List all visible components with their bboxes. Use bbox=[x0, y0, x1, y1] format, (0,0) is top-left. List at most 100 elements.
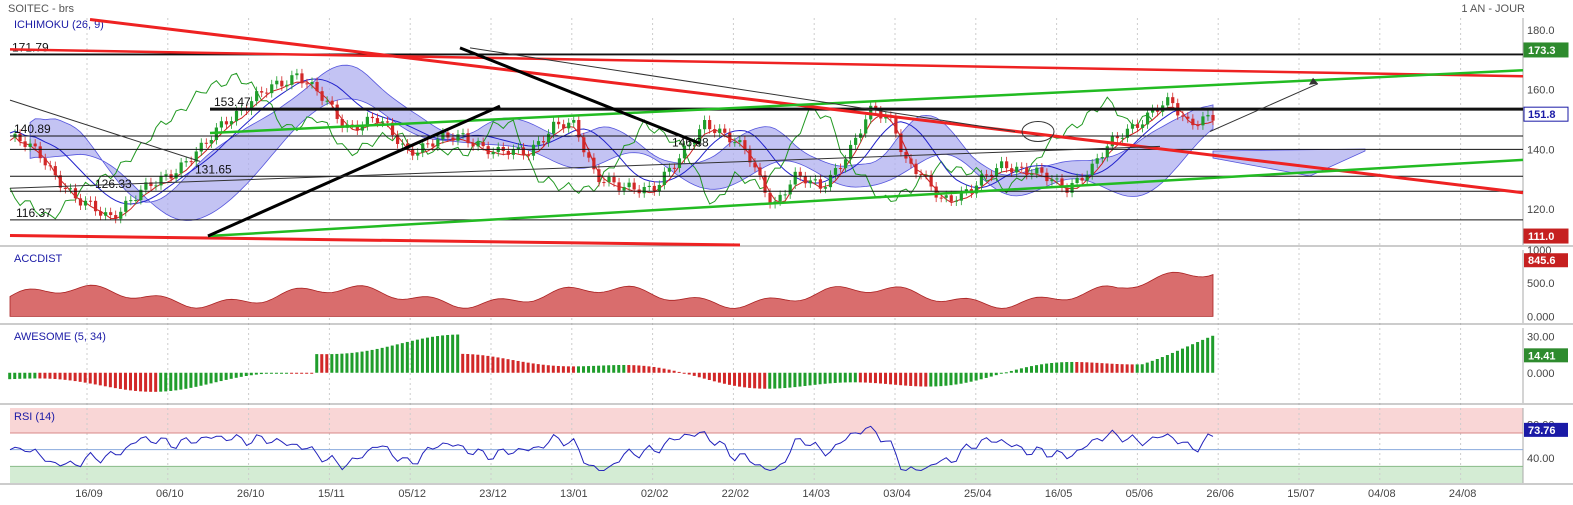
awesome-bar bbox=[224, 372, 228, 380]
awesome-bar bbox=[1065, 362, 1069, 373]
awesome-bar bbox=[410, 340, 414, 373]
awesome-bar bbox=[592, 365, 596, 373]
awesome-bar bbox=[1170, 352, 1174, 373]
candle-body bbox=[325, 100, 329, 102]
candle-body bbox=[838, 168, 843, 170]
awesome-bar bbox=[98, 372, 102, 386]
candle-body bbox=[1145, 112, 1150, 125]
trendline-thin-mid bbox=[469, 47, 1016, 132]
awesome-bar bbox=[722, 372, 726, 384]
candle-body bbox=[199, 142, 203, 152]
awesome-bar bbox=[179, 372, 183, 390]
candle-body bbox=[1140, 124, 1145, 128]
candle-body bbox=[315, 82, 319, 92]
candle-body bbox=[1206, 114, 1210, 117]
candle-body bbox=[914, 163, 918, 175]
awesome-bar bbox=[858, 372, 862, 383]
awesome-bar bbox=[209, 372, 213, 384]
candle-body bbox=[144, 182, 148, 190]
candle-body bbox=[602, 182, 606, 184]
candle-body bbox=[567, 122, 571, 129]
awesome-bar bbox=[1180, 348, 1184, 373]
candle-body bbox=[456, 134, 460, 141]
candle-body bbox=[93, 200, 98, 212]
candle-body bbox=[597, 169, 601, 183]
candle-body bbox=[657, 184, 661, 192]
x-tick-label: 02/02 bbox=[641, 488, 669, 500]
awesome-bar bbox=[652, 366, 656, 373]
awesome-bar bbox=[88, 372, 92, 384]
awesome-bar bbox=[612, 365, 616, 373]
awesome-bar bbox=[894, 372, 898, 385]
awesome-bar bbox=[441, 335, 445, 373]
awesome-bar bbox=[929, 372, 933, 387]
candle-body bbox=[139, 189, 143, 201]
awesome-bar bbox=[637, 365, 641, 373]
awesome-bar bbox=[1055, 362, 1059, 373]
candle-body bbox=[798, 171, 802, 177]
x-tick-label: 16/09 bbox=[75, 488, 103, 500]
trendline-thin-long bbox=[9, 145, 1161, 189]
period-selector[interactable]: 1 AN - JOUR bbox=[1461, 3, 1525, 15]
candle-body bbox=[1110, 136, 1114, 147]
awesome-bar bbox=[400, 343, 404, 373]
candle-body bbox=[320, 91, 324, 101]
candle-body bbox=[979, 174, 984, 186]
candle-body bbox=[808, 180, 812, 184]
candle-body bbox=[1025, 167, 1029, 175]
candle-body bbox=[818, 179, 822, 189]
candle-body bbox=[984, 174, 989, 176]
candle-body bbox=[738, 140, 742, 143]
awesome-bar bbox=[365, 350, 369, 373]
candle-body bbox=[280, 80, 284, 87]
awesome-bar bbox=[632, 365, 636, 373]
awesome-bar bbox=[290, 372, 294, 374]
awesome-bar bbox=[1130, 364, 1134, 373]
candle-body bbox=[793, 171, 797, 185]
awesome-bar bbox=[647, 366, 651, 373]
awesome-bar bbox=[667, 369, 671, 373]
rsi-badge bbox=[1524, 422, 1568, 437]
awesome-bar bbox=[516, 360, 520, 373]
x-tick-label: 25/04 bbox=[964, 488, 992, 500]
candle-body bbox=[471, 142, 475, 147]
x-tick-label: 03/04 bbox=[883, 488, 911, 500]
rsi-overbought-zone bbox=[10, 408, 1523, 433]
candle-body bbox=[708, 120, 712, 130]
awesome-bar bbox=[617, 365, 621, 373]
candle-body bbox=[521, 147, 526, 156]
candle-body bbox=[380, 121, 385, 123]
awesome-bar bbox=[566, 366, 570, 373]
candle-body bbox=[159, 176, 163, 186]
candle-body bbox=[511, 149, 515, 155]
awesome-bar bbox=[1060, 362, 1064, 373]
candle-body bbox=[617, 182, 621, 191]
awesome-bar bbox=[129, 372, 133, 391]
candle-body bbox=[562, 124, 566, 129]
awesome-bar bbox=[823, 372, 827, 384]
awesome-bar bbox=[456, 334, 460, 373]
candle-body bbox=[33, 143, 37, 147]
candle-body bbox=[1040, 167, 1044, 173]
candle-body bbox=[48, 165, 52, 167]
x-tick-label: 04/08 bbox=[1368, 488, 1396, 500]
awesome-bar bbox=[587, 366, 591, 373]
awesome-bar bbox=[582, 366, 586, 373]
awesome-bar bbox=[174, 372, 178, 391]
candle-body bbox=[778, 194, 782, 202]
awesome-bar bbox=[833, 372, 837, 383]
candle-body bbox=[994, 168, 999, 177]
panel-label-rsi: RSI (14) bbox=[14, 411, 55, 423]
awesome-bar bbox=[113, 372, 117, 389]
price-badge-label: 151.8 bbox=[1528, 109, 1556, 121]
candle-body bbox=[516, 147, 520, 150]
chart-title: SOITEC - brs bbox=[8, 3, 75, 15]
candle-body bbox=[1201, 116, 1205, 126]
candle-body bbox=[355, 124, 359, 131]
candle-body bbox=[989, 174, 994, 177]
candle-body bbox=[713, 129, 717, 134]
awesome-bar bbox=[783, 372, 787, 389]
awesome-bar bbox=[813, 372, 817, 385]
candle-body bbox=[426, 143, 430, 145]
candle-body bbox=[184, 161, 188, 163]
